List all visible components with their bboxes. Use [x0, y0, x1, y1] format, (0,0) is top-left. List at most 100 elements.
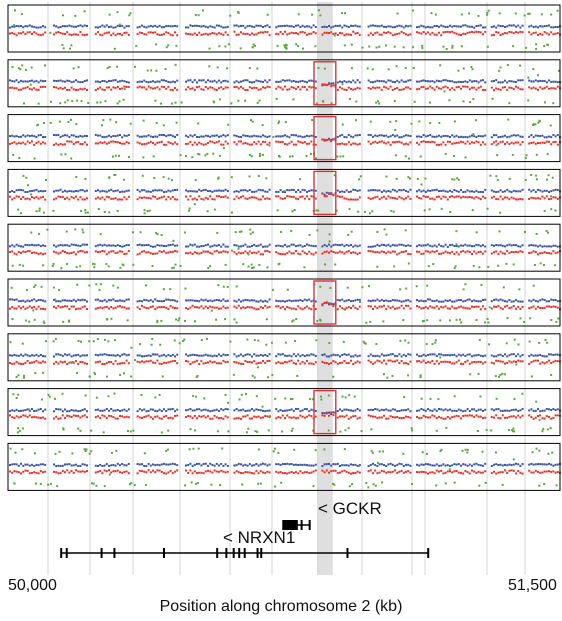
data-point-red: [187, 308, 190, 311]
data-point-red: [176, 469, 179, 472]
data-point-red: [301, 250, 304, 253]
data-point-green: [355, 119, 358, 122]
data-point-red: [295, 417, 297, 420]
data-point-blue: [110, 464, 113, 467]
data-point-red: [233, 417, 236, 420]
data-point-red: [339, 361, 341, 364]
data-point-green: [256, 67, 259, 70]
data-point-red: [416, 88, 418, 91]
data-point-red: [301, 30, 304, 33]
data-point-red: [31, 196, 33, 199]
data-point-red: [110, 34, 113, 37]
data-point-red: [264, 250, 267, 253]
data-point-red: [116, 198, 119, 201]
data-point-red: [13, 252, 16, 255]
data-point-red: [127, 250, 130, 253]
data-point-blue: [433, 244, 436, 247]
data-point-blue: [174, 355, 176, 358]
data-point-green: [343, 44, 346, 47]
data-point-blue: [211, 190, 214, 193]
data-point-blue: [440, 408, 443, 411]
data-point-blue: [493, 409, 495, 412]
data-point-green: [75, 266, 78, 269]
data-point-blue: [64, 189, 66, 192]
data-point-green: [399, 288, 402, 291]
data-point-green: [336, 155, 339, 158]
data-point-blue: [376, 354, 379, 357]
data-point-red: [343, 143, 346, 146]
data-point-red: [405, 86, 407, 89]
data-point-blue: [473, 26, 476, 29]
data-point-green: [444, 152, 447, 155]
data-point-red: [402, 198, 405, 201]
data-point-green: [527, 76, 530, 79]
data-point-blue: [541, 80, 544, 83]
data-point-red: [484, 89, 487, 92]
data-point-red: [352, 198, 355, 201]
data-point-blue: [286, 354, 289, 357]
data-point-red: [484, 416, 487, 419]
data-point-blue: [119, 80, 121, 83]
data-point-blue: [286, 24, 289, 27]
data-point-red: [431, 306, 434, 309]
data-point-red: [22, 414, 25, 417]
data-point-red: [202, 143, 205, 146]
data-point-blue: [191, 353, 194, 356]
data-point-blue: [125, 298, 128, 301]
data-point-blue: [112, 354, 115, 357]
data-point-blue: [378, 463, 381, 466]
data-point-red: [112, 140, 115, 143]
data-point-green: [324, 263, 327, 266]
data-point-red: [515, 416, 517, 419]
data-point-red: [508, 143, 511, 146]
data-point-blue: [341, 26, 344, 29]
data-point-red: [119, 142, 121, 145]
data-point-red: [477, 415, 480, 418]
data-point-blue: [125, 244, 128, 247]
data-point-blue: [290, 355, 293, 358]
data-point-green: [320, 395, 323, 398]
data-point-red: [66, 196, 69, 199]
data-point-green: [61, 392, 64, 395]
data-point-red: [532, 250, 535, 253]
data-point-blue: [400, 300, 403, 303]
data-point-green: [279, 230, 282, 233]
data-point-blue: [189, 190, 192, 193]
data-point-red: [328, 138, 330, 141]
data-point-blue: [372, 409, 374, 412]
data-point-blue: [453, 81, 456, 84]
data-point-red: [464, 469, 467, 472]
data-point-blue: [174, 81, 176, 84]
data-point-red: [554, 252, 557, 255]
data-point-green: [123, 88, 126, 91]
data-point-green: [485, 428, 488, 431]
data-point-blue: [121, 245, 124, 248]
data-point-blue: [101, 300, 104, 303]
data-point-blue: [26, 299, 29, 302]
data-point-blue: [341, 133, 344, 136]
data-point-green: [393, 45, 396, 48]
data-point-red: [497, 31, 500, 34]
data-point-red: [59, 251, 62, 254]
data-point-blue: [187, 464, 190, 467]
data-point-blue: [539, 189, 542, 192]
data-point-blue: [66, 354, 69, 357]
data-point-red: [22, 250, 25, 253]
data-point-blue: [196, 245, 198, 248]
data-point-green: [477, 14, 480, 17]
data-point-red: [240, 31, 242, 34]
data-point-blue: [222, 189, 225, 192]
data-point-blue: [400, 79, 403, 82]
deletion-box: [313, 389, 337, 435]
data-point-blue: [70, 464, 73, 467]
data-point-blue: [189, 462, 192, 465]
data-point-blue: [312, 245, 315, 248]
data-point-red: [255, 33, 258, 36]
data-point-red: [9, 414, 11, 417]
data-point-blue: [116, 409, 119, 412]
data-point-red: [495, 198, 498, 201]
data-point-green: [229, 340, 232, 343]
data-point-green: [372, 483, 375, 486]
data-point-blue: [72, 354, 75, 357]
data-point-red: [451, 142, 454, 145]
